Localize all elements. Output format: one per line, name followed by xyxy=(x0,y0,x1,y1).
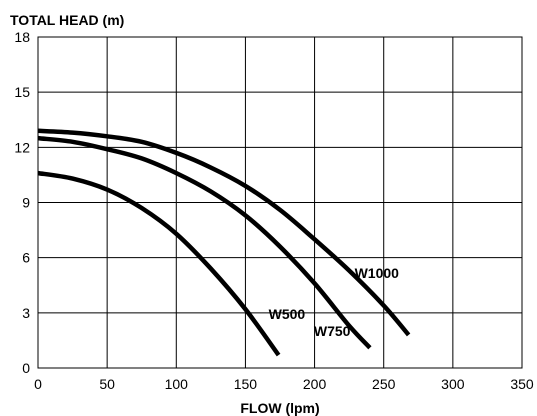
x-tick-label: 100 xyxy=(165,376,189,392)
x-axis-title: FLOW (lpm) xyxy=(240,400,319,416)
x-tick-label: 0 xyxy=(34,376,42,392)
y-tick-label: 6 xyxy=(22,250,30,266)
curves xyxy=(37,128,411,357)
tick-labels: 0 50 100 150 200 250 300 350 0 3 6 9 12 15 18 xyxy=(14,29,533,392)
y-tick-label: 12 xyxy=(14,139,30,155)
x-tick-label: 200 xyxy=(303,376,327,392)
curve-w500 xyxy=(37,170,281,357)
y-tick-label: 3 xyxy=(22,305,30,321)
y-tick-label: 0 xyxy=(22,360,30,376)
x-tick-label: 300 xyxy=(441,376,465,392)
grid xyxy=(37,36,523,369)
series-label-w500: W500 xyxy=(269,306,306,322)
x-tick-label: 150 xyxy=(234,376,258,392)
y-tick-label: 15 xyxy=(14,84,30,100)
y-tick-label: 18 xyxy=(14,29,30,45)
x-tick-label: 50 xyxy=(99,376,115,392)
y-tick-label: 9 xyxy=(22,195,30,211)
curve-w1000 xyxy=(37,128,411,337)
y-axis-title: TOTAL HEAD (m) xyxy=(10,12,124,28)
x-tick-label: 350 xyxy=(510,376,534,392)
series-label-w1000: W1000 xyxy=(355,265,400,281)
series-labels: W500 W750 W1000 xyxy=(269,265,400,339)
curve-w750 xyxy=(37,135,372,350)
x-tick-label: 250 xyxy=(372,376,396,392)
plot-frame xyxy=(37,36,523,369)
series-label-w750: W750 xyxy=(314,323,351,339)
